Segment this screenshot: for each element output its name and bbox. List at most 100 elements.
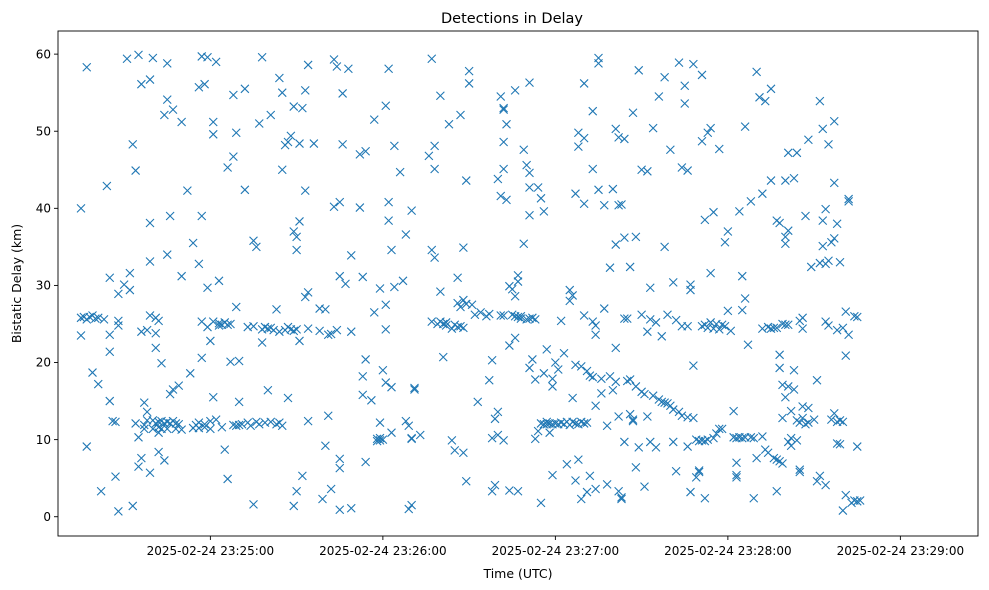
data-point — [539, 368, 549, 378]
data-point — [134, 432, 143, 442]
data-point — [289, 102, 299, 111]
data-point — [579, 199, 589, 209]
data-point — [208, 129, 218, 139]
data-point — [516, 311, 526, 321]
data-point — [795, 418, 805, 428]
data-point — [297, 471, 307, 481]
data-point — [660, 72, 670, 82]
data-point — [683, 442, 693, 451]
data-point — [694, 466, 704, 475]
data-point — [849, 311, 859, 321]
data-point — [458, 295, 468, 305]
data-point — [789, 173, 799, 183]
data-point — [680, 81, 690, 91]
data-point — [154, 447, 164, 457]
data-point — [720, 237, 730, 247]
data-point — [565, 296, 575, 306]
data-point — [401, 416, 411, 426]
data-point — [832, 219, 842, 229]
data-point — [737, 433, 747, 443]
data-point — [453, 273, 463, 283]
data-point — [841, 351, 851, 360]
data-point — [389, 141, 399, 151]
data-point — [786, 433, 796, 443]
data-point — [461, 176, 471, 185]
data-point — [818, 216, 828, 226]
data-point — [519, 239, 529, 249]
data-point — [611, 124, 621, 134]
data-point — [852, 312, 862, 322]
y-axis: 0 10 20 30 40 50 60 — [36, 47, 58, 524]
data-point — [832, 325, 842, 335]
data-point — [815, 96, 825, 106]
data-point — [617, 494, 626, 504]
data-point — [835, 257, 845, 267]
data-point — [660, 242, 670, 252]
data-point — [542, 345, 552, 354]
data-point — [619, 314, 629, 323]
data-point — [82, 62, 92, 72]
data-point — [818, 124, 828, 134]
data-point — [277, 88, 287, 98]
data-point — [128, 139, 138, 149]
data-point — [829, 178, 839, 188]
data-point — [424, 151, 434, 161]
data-point — [628, 416, 638, 426]
data-point — [619, 134, 629, 144]
data-point — [755, 92, 764, 102]
data-point — [706, 123, 716, 133]
data-point — [803, 403, 813, 413]
data-point — [824, 256, 833, 266]
data-point — [496, 191, 506, 201]
data-point — [573, 142, 583, 152]
data-point — [131, 166, 141, 175]
data-point — [766, 84, 776, 94]
data-point — [789, 385, 799, 394]
data-point — [582, 418, 592, 428]
data-point — [427, 54, 437, 64]
data-point — [289, 501, 299, 511]
data-point — [168, 385, 178, 394]
data-point — [346, 250, 356, 260]
data-point — [378, 435, 388, 445]
data-point — [484, 309, 494, 319]
data-point — [240, 185, 250, 195]
data-point — [622, 376, 632, 386]
data-point — [435, 287, 445, 296]
data-point — [496, 92, 506, 101]
data-point — [841, 490, 851, 500]
data-point — [427, 317, 437, 327]
data-point — [674, 407, 684, 417]
data-point — [467, 300, 477, 310]
data-point — [513, 277, 523, 286]
data-point — [855, 496, 865, 505]
data-point — [404, 421, 414, 431]
data-point — [852, 496, 862, 506]
data-point — [619, 233, 629, 243]
data-point — [361, 355, 371, 364]
data-point — [729, 406, 739, 416]
data-point — [90, 314, 100, 323]
data-point — [525, 78, 534, 88]
data-point — [824, 321, 833, 330]
data-point — [283, 393, 293, 403]
data-point — [709, 207, 718, 217]
data-point — [519, 145, 529, 155]
data-point — [591, 330, 601, 340]
data-point — [559, 348, 569, 358]
data-point — [717, 424, 727, 434]
data-point — [513, 271, 523, 280]
data-point — [611, 343, 621, 353]
data-point — [453, 298, 463, 308]
data-point — [407, 434, 417, 444]
data-point — [599, 200, 609, 210]
data-point — [835, 415, 845, 425]
data-point — [668, 437, 678, 447]
data-point — [346, 503, 356, 513]
data-point — [441, 321, 451, 330]
data-point — [410, 385, 419, 394]
data-point — [458, 323, 468, 333]
data-point — [303, 287, 313, 297]
data-point — [272, 419, 281, 429]
